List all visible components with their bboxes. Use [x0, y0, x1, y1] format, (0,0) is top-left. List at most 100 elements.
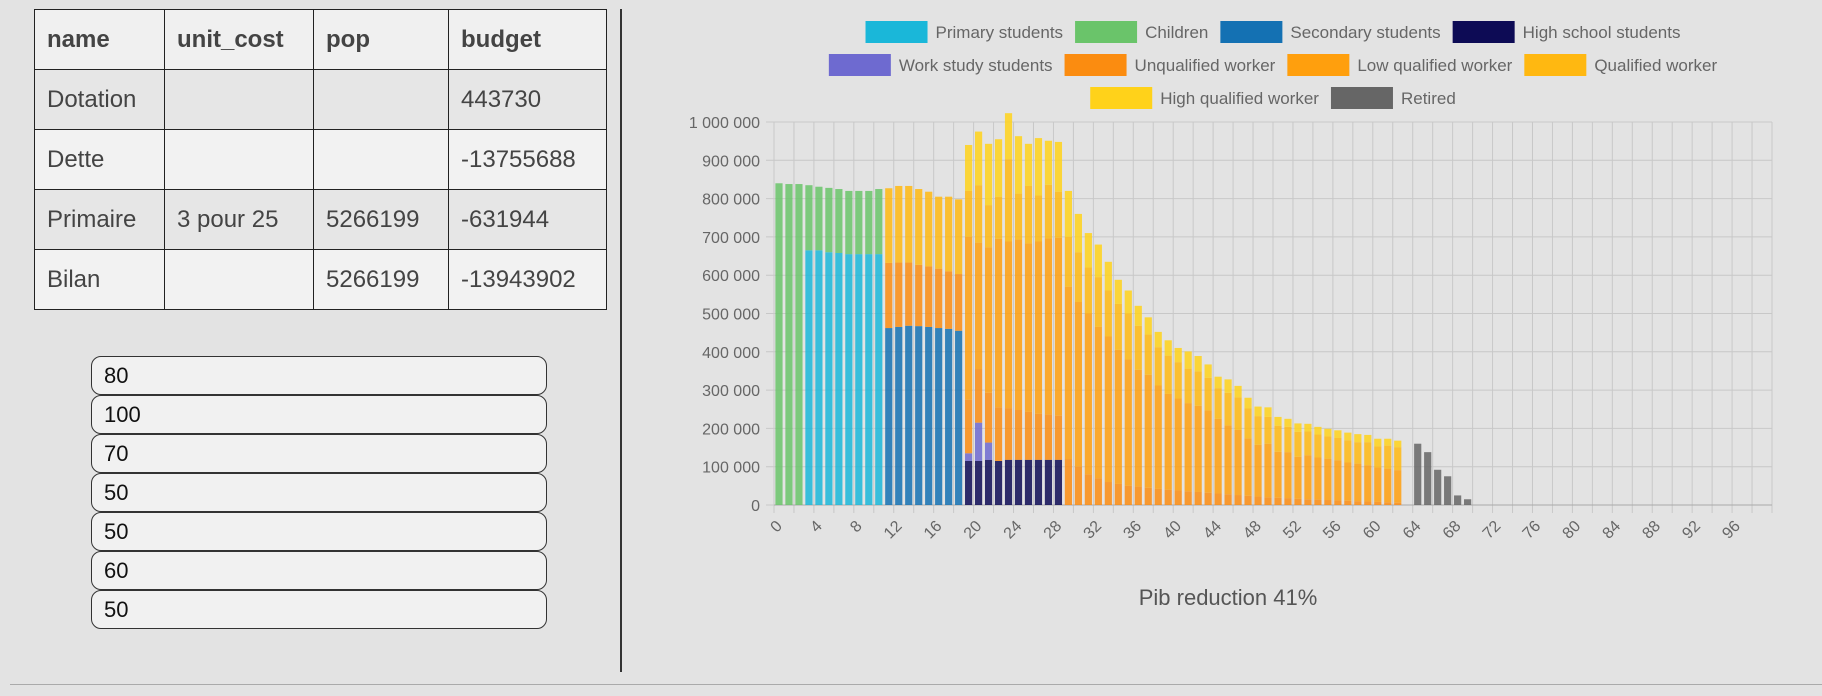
parameter-input-3[interactable] — [91, 434, 547, 473]
parameter-input-5[interactable] — [91, 512, 547, 551]
y-axis-ticks: 0 100 000 200 000 300 000 400 000 500 000 600 … — [689, 115, 760, 515]
bar-qualified-worker — [935, 196, 943, 269]
bar-high-qualified-worker — [974, 131, 983, 186]
x-axis-ticks: 0 4 8 12 16 20 24 28 32 36 40 44 48 52 56 60 64 68 72 76 80 8… — [767, 518, 1743, 543]
bar-high-qualified-worker — [1084, 233, 1092, 268]
bar-primary-students — [875, 254, 883, 505]
bar-qualified-worker — [1394, 447, 1402, 471]
bar-high-qualified-worker — [965, 144, 973, 191]
legend-swatch-secondary-students — [1220, 21, 1283, 43]
bar-qualified-worker — [1044, 184, 1053, 239]
y-tick-label: 100 000 — [702, 460, 760, 477]
bar-unqualified-worker — [1394, 502, 1402, 505]
bar-high-school-students — [984, 459, 993, 505]
bar-low-qualified-worker — [1054, 237, 1063, 416]
bar-high-qualified-worker — [1304, 423, 1312, 432]
x-tick-label: 76 — [1520, 518, 1545, 543]
bar-unqualified-worker — [885, 262, 893, 329]
bar-qualified-worker — [1074, 252, 1082, 303]
bar-low-qualified-worker — [1074, 302, 1082, 467]
bar-qualified-worker — [1144, 334, 1152, 375]
bar-low-qualified-worker — [1304, 455, 1312, 500]
bar-qualified-worker — [1214, 388, 1222, 419]
bar-low-qualified-worker — [1154, 385, 1162, 489]
legend-label-qualified-worker: Qualified worker — [1594, 56, 1717, 75]
bar-unqualified-worker — [1264, 497, 1272, 505]
bar-unqualified-worker — [955, 274, 963, 331]
bar-high-qualified-worker — [1004, 113, 1013, 160]
bar-unqualified-worker — [1364, 501, 1372, 505]
bar-unqualified-worker — [1144, 487, 1152, 505]
bar-unqualified-worker — [1254, 496, 1262, 505]
legend-swatch-qualified-worker — [1524, 54, 1587, 76]
bar-children — [865, 190, 873, 255]
bar-high-school-students — [1054, 459, 1063, 505]
bar-qualified-worker — [1244, 408, 1252, 439]
bar-low-qualified-worker — [1134, 369, 1142, 487]
column-header-unit-cost: unit_cost — [164, 9, 314, 70]
bar-unqualified-worker — [1044, 414, 1053, 460]
bar-unqualified-worker — [1134, 486, 1142, 505]
y-tick-label: 400 000 — [702, 345, 760, 362]
x-tick-label: 60 — [1360, 518, 1385, 543]
bar-retired — [1414, 443, 1422, 505]
bar-qualified-worker — [1134, 325, 1142, 370]
x-tick-label: 40 — [1160, 518, 1185, 543]
bar-qualified-worker — [1024, 185, 1033, 244]
legend-label-low-qualified-worker: Low qualified worker — [1357, 56, 1512, 75]
bar-qualified-worker — [1374, 446, 1382, 468]
bar-children — [835, 189, 843, 253]
bar-secondary-students — [925, 326, 933, 505]
bar-qualified-worker — [1304, 431, 1312, 456]
bar-primary-students — [845, 254, 853, 505]
legend-label-primary-students: Primary students — [936, 23, 1064, 42]
table-cell-budget: -631944 — [448, 189, 607, 250]
panel-divider — [620, 9, 622, 672]
bar-low-qualified-worker — [1334, 460, 1342, 501]
bar-qualified-worker — [1364, 442, 1372, 466]
bar-qualified-worker — [1034, 195, 1043, 242]
parameter-input-4[interactable] — [91, 473, 547, 512]
x-tick-label: 92 — [1679, 518, 1704, 543]
table-header-row: name unit_cost pop budget — [34, 9, 607, 70]
bar-unqualified-worker — [965, 399, 973, 454]
bar-qualified-worker — [1234, 397, 1242, 430]
bar-high-school-students — [1014, 459, 1023, 505]
bar-unqualified-worker — [994, 407, 1003, 461]
bar-qualified-worker — [1174, 362, 1182, 399]
bar-low-qualified-worker — [1384, 468, 1392, 503]
parameter-input-7[interactable] — [91, 590, 547, 629]
bar-unqualified-worker — [1284, 498, 1292, 505]
budget-table: name unit_cost pop budget Dotation 44373… — [34, 9, 607, 310]
bar-high-qualified-worker — [1094, 244, 1102, 278]
bar-high-qualified-worker — [1374, 438, 1382, 447]
parameter-input-2[interactable] — [91, 395, 547, 434]
bar-qualified-worker — [1354, 442, 1362, 464]
bar-retired — [1464, 499, 1472, 505]
bar-low-qualified-worker — [1344, 462, 1352, 501]
bar-low-qualified-worker — [1184, 403, 1192, 492]
x-tick-label: 96 — [1719, 518, 1744, 543]
x-tick-label: 68 — [1440, 518, 1465, 543]
table-cell-name: Primaire — [34, 189, 165, 250]
bar-high-qualified-worker — [1354, 434, 1362, 443]
bar-high-school-students — [974, 460, 983, 505]
x-tick-label: 0 — [767, 518, 785, 536]
bar-high-qualified-worker — [1334, 430, 1342, 438]
bar-low-qualified-worker — [1174, 398, 1182, 491]
bar-unqualified-worker — [1154, 488, 1162, 505]
bar-high-qualified-worker — [1274, 416, 1282, 426]
bar-high-qualified-worker — [1394, 440, 1402, 448]
table-cell-name: Dotation — [34, 69, 165, 130]
bar-unqualified-worker — [895, 262, 903, 327]
parameter-input-1[interactable] — [91, 356, 547, 395]
y-tick-label: 700 000 — [702, 230, 760, 247]
bar-qualified-worker — [1324, 436, 1332, 459]
bar-qualified-worker — [1114, 303, 1122, 350]
parameter-input-6[interactable] — [91, 551, 547, 590]
bar-high-qualified-worker — [1364, 434, 1372, 443]
bar-unqualified-worker — [984, 392, 993, 443]
bar-low-qualified-worker — [1104, 336, 1112, 483]
bar-low-qualified-worker — [1034, 241, 1043, 414]
bar-high-qualified-worker — [1014, 136, 1023, 194]
